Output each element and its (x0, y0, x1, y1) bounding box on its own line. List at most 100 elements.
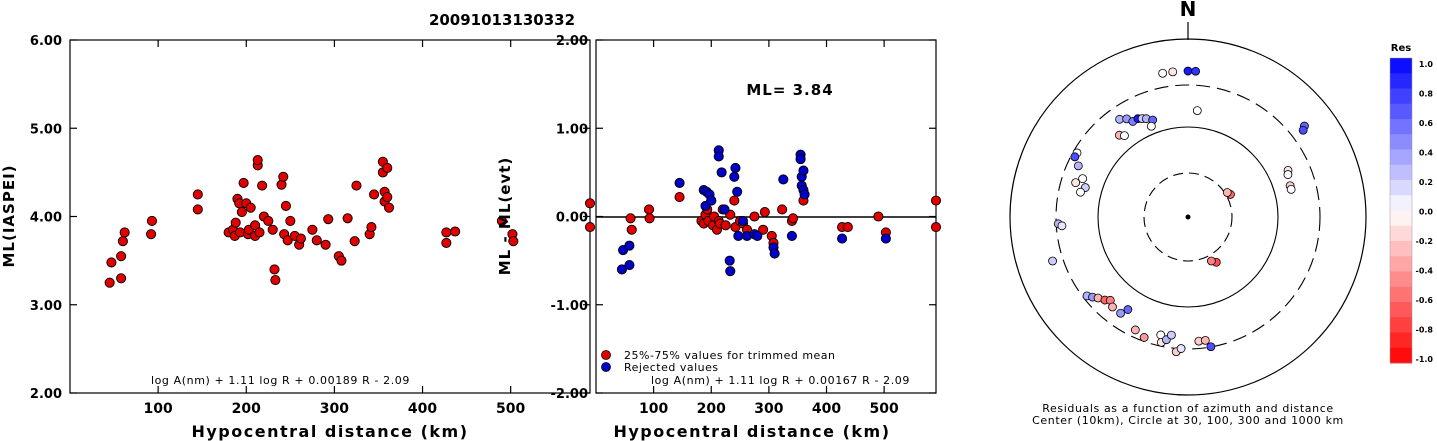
colorbar-label: 0.4 (1419, 149, 1434, 158)
middle-y-tick-label: -1.00 (551, 299, 588, 314)
polar-point (1078, 174, 1088, 184)
left-point-red (236, 207, 247, 218)
middle-point-blue (729, 171, 740, 182)
middle-point-blue (732, 186, 743, 197)
left-point-red (270, 274, 281, 286)
middle-point-red (777, 204, 788, 215)
left-x-tick-label: 500 (496, 401, 525, 417)
left-point-red (269, 264, 280, 275)
colorbar-cell (1390, 73, 1412, 89)
left-point-red (263, 215, 274, 226)
middle-point-red (930, 222, 942, 233)
left-point-red (441, 237, 452, 249)
north-label: N (1180, 0, 1197, 21)
colorbar-cells (1389, 57, 1413, 364)
middle-x-tick-label: 100 (639, 401, 668, 417)
colorbar-label: -0.6 (1416, 296, 1434, 305)
polar-point (1076, 187, 1085, 197)
left-point-red (146, 229, 157, 240)
polar-caption-line1: Residuals as a function of azimuth and d… (1042, 402, 1333, 415)
colorbar-label: 0.2 (1419, 178, 1433, 187)
colorbar-cell (1390, 256, 1412, 272)
colorbar-cell (1390, 195, 1412, 211)
polar-point (1167, 330, 1176, 340)
polar-point (1183, 66, 1193, 76)
middle-point-blue (880, 233, 891, 244)
ring-300km (1055, 84, 1321, 350)
middle-point-blue (737, 215, 748, 226)
polar-caption-line2: Center (10km), Circle at 30, 100, 300 an… (1032, 414, 1344, 427)
colorbar-title: Res (1391, 43, 1411, 54)
left-point-red (323, 214, 334, 225)
ml-annotation: ML= 3.84 (746, 81, 833, 99)
middle-point-blue (719, 204, 730, 215)
left-point-red (349, 236, 360, 247)
middle-x-tick-label: 400 (812, 401, 841, 417)
middle-x-tick-label: 300 (754, 401, 783, 417)
left-x-axis-label: Hypocentral distance (km) (191, 422, 468, 441)
left-point-red (116, 251, 127, 262)
left-x-tick-label: 300 (320, 401, 349, 417)
left-point-red (366, 222, 377, 233)
polar-point (1048, 256, 1057, 266)
left-point-red (450, 226, 461, 237)
left-point-red (238, 177, 249, 189)
left-x-tick-label: 200 (232, 401, 261, 417)
legend-blue-marker (601, 362, 611, 372)
left-point-red (307, 224, 318, 235)
left-point-red (104, 277, 115, 288)
middle-point-blue (786, 230, 797, 241)
left-point-red (192, 189, 203, 200)
colorbar-label: 0.6 (1419, 119, 1434, 128)
colorbar-cell (1390, 149, 1412, 166)
colorbar-label: -1.0 (1416, 355, 1434, 364)
middle-x-tick-label: 500 (870, 401, 899, 417)
left-point-red (117, 236, 128, 247)
colorbar-label: 0.0 (1419, 208, 1434, 217)
polar-point (1116, 308, 1126, 318)
polar-point (1298, 125, 1308, 135)
left-point-red (369, 189, 380, 200)
middle-y-tick-label: 1.00 (556, 122, 588, 137)
polar-point (1158, 68, 1168, 78)
middle-point-blue (725, 266, 736, 277)
left-point-red (280, 200, 291, 211)
middle-point-red (626, 224, 637, 235)
left-y-tick-label: 6.00 (30, 34, 62, 49)
colorbar-cell (1390, 332, 1412, 349)
ring-30km (1143, 172, 1233, 262)
polar-point (1123, 305, 1133, 314)
left-data-points (104, 154, 596, 288)
ring-1000km (1009, 38, 1367, 396)
left-axis-ticks: 100 200 300 400 500 2.00 3.00 4.00 5.00 6.00 (30, 34, 590, 417)
colorbar-label: -0.2 (1416, 237, 1434, 246)
polar-point (1070, 152, 1080, 162)
middle-data-points (616, 145, 942, 277)
left-point-red (384, 202, 395, 213)
left-point-red (382, 162, 393, 174)
left-point-red (441, 227, 452, 238)
middle-y-tick-label: -2.00 (551, 387, 588, 402)
left-point-red (311, 235, 322, 246)
middle-point-red (930, 195, 942, 206)
left-point-red (351, 180, 362, 191)
middle-point-red (729, 195, 740, 206)
middle-point-blue (798, 165, 809, 176)
middle-x-axis-label: Hypocentral distance (km) (613, 422, 890, 441)
polar-point (1206, 256, 1216, 266)
legend-trimmed-mean-label: 25%-75% values for trimmed mean (624, 349, 836, 362)
colorbar-cell (1390, 164, 1412, 181)
polar-point (1222, 188, 1232, 197)
left-point-red (278, 171, 289, 182)
ring-100km (1097, 126, 1279, 308)
left-point-red (295, 233, 306, 244)
residual-colorbar: Res 1.0 0.8 0.6 0.4 0.2 0.0 -0.2 -0.4 -0.6 -0.8 -1… (1389, 43, 1434, 364)
colorbar-cell (1390, 241, 1412, 257)
colorbar-cell (1390, 58, 1412, 74)
left-point-red (106, 257, 117, 268)
middle-point-red (749, 211, 760, 222)
left-point-red (245, 202, 256, 213)
polar-point (1192, 106, 1202, 116)
epicenter-dot (1185, 214, 1191, 220)
middle-point-blue (624, 240, 635, 251)
